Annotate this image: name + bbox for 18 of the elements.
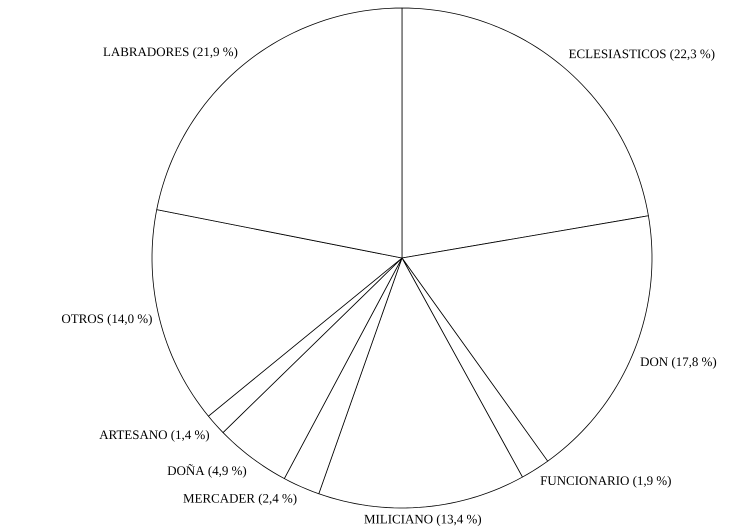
slice-label: MERCADER xyxy=(183,494,255,503)
data-label: (13,4 %) xyxy=(436,514,482,526)
data-label: (14,0 %) xyxy=(108,314,152,326)
data-label: (4,9 %) xyxy=(208,466,246,478)
slice-label: ARTESANO xyxy=(99,430,167,440)
data-label: (2,4 %) xyxy=(258,494,297,506)
data-label: (1,4 %) xyxy=(171,430,210,442)
data-label: (22,3 %) xyxy=(670,49,714,61)
slice-label: LABRADORES xyxy=(103,47,189,56)
data-label: (17,8 %) xyxy=(672,357,716,369)
slice-label: OTROS xyxy=(62,314,104,324)
slice-label: FUNCIONARIO xyxy=(540,476,629,486)
slice-label: DON xyxy=(640,357,668,366)
slice-label: MILICIANO xyxy=(364,514,433,524)
data-label: (1,9 %) xyxy=(633,476,671,488)
slice-label: ECLESIASTICOS xyxy=(568,50,666,58)
slice-label: DOÑA xyxy=(168,464,205,476)
data-label: (21,9 %) xyxy=(193,47,238,59)
